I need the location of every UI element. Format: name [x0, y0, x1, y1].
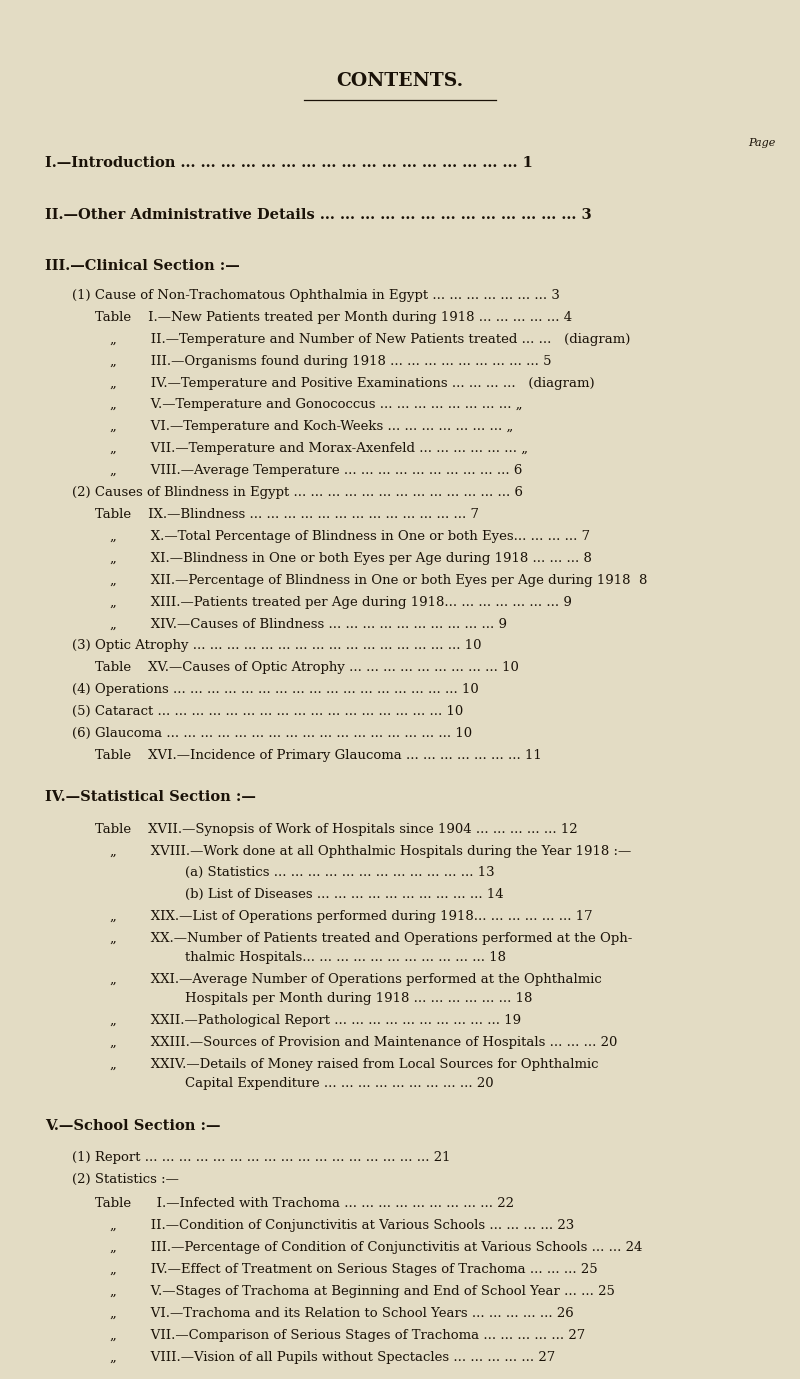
Text: „        XVIII.—Work done at all Ophthalmic Hospitals during the Year 1918 :—: „ XVIII.—Work done at all Ophthalmic Hos… [110, 844, 631, 858]
Text: (6) Glaucoma ... ... ... ... ... ... ... ... ... ... ... ... ... ... ... ... ...: (6) Glaucoma ... ... ... ... ... ... ...… [72, 727, 472, 741]
Text: II.—Other Administrative Details ... ... ... ... ... ... ... ... ... ... ... ...: II.—Other Administrative Details ... ...… [45, 208, 592, 222]
Text: „        VI.—Trachoma and its Relation to School Years ... ... ... ... ... 26: „ VI.—Trachoma and its Relation to Schoo… [110, 1307, 574, 1320]
Text: (3) Optic Atrophy ... ... ... ... ... ... ... ... ... ... ... ... ... ... ... ..: (3) Optic Atrophy ... ... ... ... ... ..… [72, 640, 482, 652]
Text: (1) Report ... ... ... ... ... ... ... ... ... ... ... ... ... ... ... ... ... 2: (1) Report ... ... ... ... ... ... ... .… [72, 1151, 450, 1164]
Text: I.—Introduction ... ... ... ... ... ... ... ... ... ... ... ... ... ... ... ... : I.—Introduction ... ... ... ... ... ... … [45, 156, 533, 170]
Text: Hospitals per Month during 1918 ... ... ... ... ... ... 18: Hospitals per Month during 1918 ... ... … [185, 993, 532, 1005]
Text: „        XXI.—Average Number of Operations performed at the Ophthalmic: „ XXI.—Average Number of Operations perf… [110, 974, 602, 986]
Text: „        III.—Percentage of Condition of Conjunctivitis at Various Schools ... .: „ III.—Percentage of Condition of Conjun… [110, 1241, 642, 1255]
Text: (b) List of Diseases ... ... ... ... ... ... ... ... ... ... 14: (b) List of Diseases ... ... ... ... ...… [185, 888, 504, 902]
Text: „        II.—Condition of Conjunctivitis at Various Schools ... ... ... ... 23: „ II.—Condition of Conjunctivitis at Var… [110, 1219, 574, 1233]
Text: „        XXII.—Pathological Report ... ... ... ... ... ... ... ... ... ... 19: „ XXII.—Pathological Report ... ... ... … [110, 1014, 521, 1027]
Text: „        XIII.—Patients treated per Age during 1918... ... ... ... ... ... ... 9: „ XIII.—Patients treated per Age during … [110, 596, 572, 608]
Text: (2) Statistics :—: (2) Statistics :— [72, 1172, 179, 1186]
Text: „        V.—Stages of Trachoma at Beginning and End of School Year ... ... 25: „ V.—Stages of Trachoma at Beginning and… [110, 1285, 615, 1298]
Text: „        VII.—Temperature and Morax-Axenfeld ... ... ... ... ... ... „: „ VII.—Temperature and Morax-Axenfeld ..… [110, 443, 528, 455]
Text: „        IV.—Temperature and Positive Examinations ... ... ... ...   (diagram): „ IV.—Temperature and Positive Examinati… [110, 376, 594, 389]
Text: „        III.—Organisms found during 1918 ... ... ... ... ... ... ... ... ... 5: „ III.—Organisms found during 1918 ... .… [110, 354, 551, 368]
Text: (2) Causes of Blindness in Egypt ... ... ... ... ... ... ... ... ... ... ... ...: (2) Causes of Blindness in Egypt ... ...… [72, 485, 523, 499]
Text: (a) Statistics ... ... ... ... ... ... ... ... ... ... ... ... 13: (a) Statistics ... ... ... ... ... ... .… [185, 866, 494, 880]
Text: Capital Expenditure ... ... ... ... ... ... ... ... ... 20: Capital Expenditure ... ... ... ... ... … [185, 1077, 494, 1091]
Text: Table      I.—Infected with Trachoma ... ... ... ... ... ... ... ... ... 22: Table I.—Infected with Trachoma ... ... … [95, 1197, 514, 1211]
Text: (5) Cataract ... ... ... ... ... ... ... ... ... ... ... ... ... ... ... ... ...: (5) Cataract ... ... ... ... ... ... ...… [72, 705, 463, 718]
Text: „        XIV.—Causes of Blindness ... ... ... ... ... ... ... ... ... ... 9: „ XIV.—Causes of Blindness ... ... ... .… [110, 618, 507, 630]
Text: „        XXIII.—Sources of Provision and Maintenance of Hospitals ... ... ... 20: „ XXIII.—Sources of Provision and Mainte… [110, 1036, 618, 1049]
Text: Table    XVII.—Synopsis of Work of Hospitals since 1904 ... ... ... ... ... 12: Table XVII.—Synopsis of Work of Hospital… [95, 823, 578, 836]
Text: Table    I.—New Patients treated per Month during 1918 ... ... ... ... ... 4: Table I.—New Patients treated per Month … [95, 310, 572, 324]
Text: V.—School Section :—: V.—School Section :— [45, 1118, 221, 1132]
Text: „        XI.—Blindness in One or both Eyes per Age during 1918 ... ... ... 8: „ XI.—Blindness in One or both Eyes per … [110, 552, 592, 565]
Text: „        VIII.—Vision of all Pupils without Spectacles ... ... ... ... ... 27: „ VIII.—Vision of all Pupils without Spe… [110, 1351, 555, 1364]
Text: „        II.—Temperature and Number of New Patients treated ... ...   (diagram): „ II.—Temperature and Number of New Pati… [110, 332, 630, 346]
Text: „        V.—Temperature and Gonococcus ... ... ... ... ... ... ... ... „: „ V.—Temperature and Gonococcus ... ... … [110, 399, 522, 411]
Text: (1) Cause of Non-Trachomatous Ophthalmia in Egypt ... ... ... ... ... ... ... 3: (1) Cause of Non-Trachomatous Ophthalmia… [72, 288, 560, 302]
Text: „        VIII.—Average Temperature ... ... ... ... ... ... ... ... ... ... 6: „ VIII.—Average Temperature ... ... ... … [110, 465, 522, 477]
Text: „        VII.—Comparison of Serious Stages of Trachoma ... ... ... ... ... 27: „ VII.—Comparison of Serious Stages of T… [110, 1329, 586, 1342]
Text: (4) Operations ... ... ... ... ... ... ... ... ... ... ... ... ... ... ... ... .: (4) Operations ... ... ... ... ... ... .… [72, 683, 478, 696]
Text: CONTENTS.: CONTENTS. [337, 72, 463, 90]
Text: thalmic Hospitals... ... ... ... ... ... ... ... ... ... ... 18: thalmic Hospitals... ... ... ... ... ...… [185, 952, 506, 964]
Text: „        VI.—Temperature and Koch-Weeks ... ... ... ... ... ... ... „: „ VI.—Temperature and Koch-Weeks ... ...… [110, 421, 514, 433]
Text: „        XXIV.—Details of Money raised from Local Sources for Ophthalmic: „ XXIV.—Details of Money raised from Loc… [110, 1058, 598, 1071]
Text: Table    IX.—Blindness ... ... ... ... ... ... ... ... ... ... ... ... ... 7: Table IX.—Blindness ... ... ... ... ... … [95, 507, 479, 521]
Text: „        IV.—Effect of Treatment on Serious Stages of Trachoma ... ... ... 25: „ IV.—Effect of Treatment on Serious Sta… [110, 1263, 598, 1276]
Text: „        XX.—Number of Patients treated and Operations performed at the Oph-: „ XX.—Number of Patients treated and Ope… [110, 932, 632, 945]
Text: Table    XV.—Causes of Optic Atrophy ... ... ... ... ... ... ... ... ... 10: Table XV.—Causes of Optic Atrophy ... ..… [95, 662, 519, 674]
Text: „        X.—Total Percentage of Blindness in One or both Eyes... ... ... ... 7: „ X.—Total Percentage of Blindness in On… [110, 530, 590, 543]
Text: Table    XVI.—Incidence of Primary Glaucoma ... ... ... ... ... ... ... 11: Table XVI.—Incidence of Primary Glaucoma… [95, 749, 542, 763]
Text: Page: Page [748, 138, 775, 148]
Text: IV.—Statistical Section :—: IV.—Statistical Section :— [45, 790, 256, 804]
Text: „        XII.—Percentage of Blindness in One or both Eyes per Age during 1918  8: „ XII.—Percentage of Blindness in One or… [110, 574, 647, 586]
Text: III.—Clinical Section :—: III.—Clinical Section :— [45, 259, 240, 273]
Text: „        XIX.—List of Operations performed during 1918... ... ... ... ... ... 17: „ XIX.—List of Operations performed duri… [110, 910, 593, 923]
